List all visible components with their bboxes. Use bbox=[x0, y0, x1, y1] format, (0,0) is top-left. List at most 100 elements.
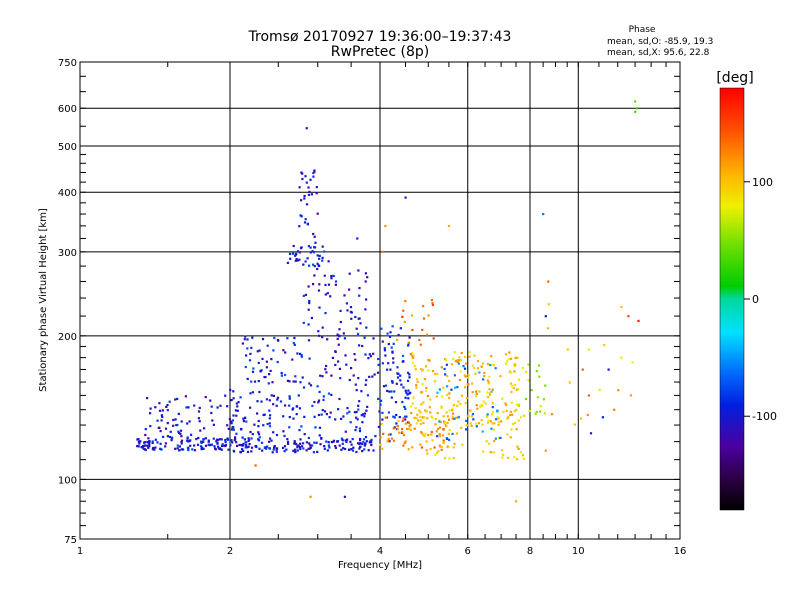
data-point bbox=[159, 447, 162, 450]
data-point bbox=[235, 432, 238, 435]
data-point bbox=[296, 446, 299, 449]
data-point bbox=[268, 373, 271, 376]
data-point bbox=[358, 400, 361, 403]
data-point bbox=[475, 404, 478, 407]
data-point bbox=[313, 265, 316, 268]
data-point bbox=[435, 451, 438, 454]
data-point bbox=[308, 442, 311, 445]
data-point bbox=[392, 342, 395, 345]
data-point bbox=[298, 225, 301, 228]
data-point bbox=[301, 177, 304, 181]
data-point bbox=[162, 435, 165, 438]
data-point bbox=[334, 418, 337, 421]
data-point bbox=[387, 362, 390, 365]
data-point bbox=[513, 456, 516, 459]
data-point bbox=[337, 343, 340, 346]
data-point bbox=[412, 355, 415, 358]
data-point bbox=[234, 409, 237, 412]
data-point bbox=[338, 367, 341, 370]
data-point bbox=[244, 335, 247, 338]
data-point bbox=[509, 410, 512, 413]
data-point bbox=[457, 362, 461, 365]
data-point bbox=[311, 404, 314, 407]
data-point bbox=[491, 402, 494, 405]
data-point bbox=[422, 421, 425, 425]
data-point bbox=[423, 435, 426, 438]
data-point bbox=[249, 430, 252, 434]
data-point bbox=[366, 276, 369, 279]
data-point bbox=[509, 414, 512, 417]
data-point bbox=[307, 245, 310, 248]
data-point bbox=[312, 263, 315, 266]
data-point bbox=[504, 353, 508, 356]
data-point bbox=[256, 412, 259, 415]
data-point bbox=[272, 448, 275, 451]
data-point bbox=[488, 393, 491, 396]
data-point bbox=[496, 410, 499, 413]
data-point bbox=[439, 445, 442, 448]
data-point bbox=[446, 385, 449, 388]
data-point bbox=[273, 336, 276, 340]
data-point bbox=[445, 363, 448, 366]
stats-line-o: mean, sd,O: -85.9, 19.3 bbox=[607, 37, 713, 47]
data-point bbox=[249, 392, 252, 395]
data-point bbox=[486, 421, 489, 424]
data-point bbox=[429, 398, 432, 401]
data-point bbox=[191, 448, 194, 451]
data-point bbox=[283, 445, 287, 448]
data-point bbox=[396, 338, 399, 341]
data-point bbox=[251, 370, 255, 373]
data-point bbox=[469, 422, 472, 425]
data-point bbox=[356, 237, 359, 240]
data-point bbox=[418, 409, 421, 412]
data-point bbox=[359, 322, 362, 325]
data-point bbox=[350, 443, 353, 446]
data-point bbox=[324, 368, 327, 371]
data-point bbox=[160, 448, 163, 451]
data-point bbox=[539, 405, 542, 408]
data-point bbox=[230, 399, 233, 402]
data-point bbox=[302, 447, 305, 450]
data-point bbox=[184, 395, 187, 398]
data-point bbox=[321, 256, 324, 259]
data-point bbox=[304, 218, 307, 221]
data-point bbox=[169, 430, 172, 433]
data-point bbox=[143, 444, 146, 447]
data-point bbox=[364, 383, 367, 386]
data-point bbox=[399, 379, 402, 382]
data-point bbox=[513, 421, 517, 425]
data-point bbox=[406, 427, 409, 431]
data-point bbox=[337, 408, 340, 411]
data-point bbox=[317, 330, 320, 333]
data-point bbox=[286, 440, 290, 443]
data-point bbox=[358, 439, 362, 442]
data-point bbox=[312, 175, 315, 178]
data-point bbox=[487, 419, 490, 422]
data-point bbox=[446, 421, 449, 424]
data-point bbox=[231, 426, 234, 429]
data-point bbox=[220, 444, 224, 447]
data-point bbox=[210, 411, 213, 415]
data-point bbox=[306, 257, 309, 260]
data-point bbox=[361, 344, 364, 348]
data-point bbox=[346, 407, 349, 410]
data-point bbox=[298, 186, 301, 189]
data-point bbox=[401, 354, 405, 357]
data-point bbox=[199, 429, 202, 432]
data-point bbox=[317, 401, 320, 404]
data-point bbox=[430, 433, 433, 436]
data-point bbox=[386, 332, 389, 335]
data-point bbox=[382, 385, 386, 388]
data-point bbox=[346, 309, 349, 312]
data-point bbox=[392, 439, 395, 442]
data-point bbox=[511, 384, 514, 388]
data-point bbox=[506, 360, 509, 363]
data-point bbox=[448, 418, 451, 421]
data-point bbox=[420, 431, 423, 434]
data-point bbox=[294, 450, 297, 454]
data-point bbox=[293, 336, 296, 340]
data-point bbox=[524, 397, 528, 401]
data-point bbox=[241, 448, 244, 451]
data-point bbox=[473, 366, 476, 370]
data-point bbox=[419, 343, 422, 346]
